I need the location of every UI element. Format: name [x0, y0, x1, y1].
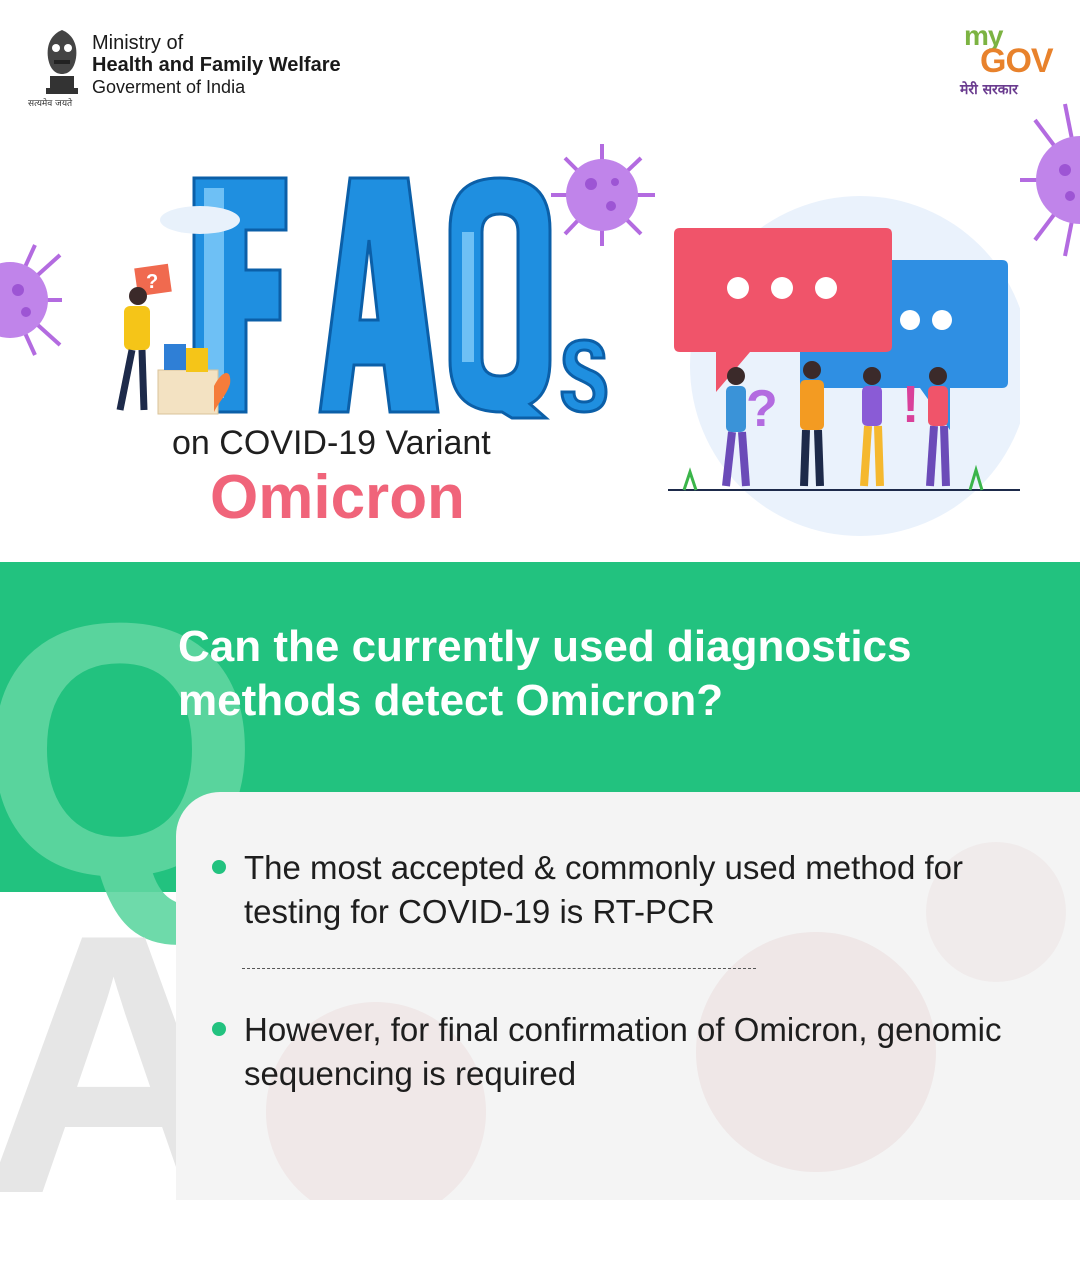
emblem-motto: सत्यमेव जयते	[28, 99, 73, 109]
variant-name: Omicron	[210, 463, 465, 532]
mygov-gov: GOV	[980, 42, 1054, 80]
svg-text:?: ?	[746, 380, 778, 438]
mygov-tagline: मेरी सरकार	[960, 82, 1018, 98]
answer-card: The most accepted & commonly used method…	[176, 792, 1080, 1200]
bullet-icon	[212, 860, 226, 874]
answer-item-2: However, for final confirmation of Omicr…	[212, 1008, 1032, 1096]
faq-subtitle: on COVID-19 Variant	[172, 424, 491, 462]
answer-item-1: The most accepted & commonly used method…	[212, 846, 1032, 934]
ministry-logo-text: Ministry of Health and Family Welfare Go…	[92, 32, 341, 98]
national-emblem-icon	[36, 26, 88, 106]
virus-icon	[1020, 103, 1080, 257]
answer-text-1: The most accepted & commonly used method…	[244, 849, 964, 930]
ministry-line-3: Goverment of India	[92, 77, 246, 97]
virus-icon	[551, 144, 655, 246]
bullet-icon	[212, 1022, 226, 1036]
virus-background-pattern	[266, 842, 1066, 1200]
svg-text:!: !	[902, 376, 919, 434]
mygov-logo: my GOV मेरी सरकार	[960, 20, 1060, 100]
chat-people-illustration: ? !	[650, 186, 1030, 546]
mygov-my: my	[964, 20, 1003, 51]
answer-text-2: However, for final confirmation of Omicr…	[244, 1011, 1002, 1092]
ministry-line-2: Health and Family Welfare	[92, 54, 341, 76]
dashed-divider	[242, 968, 756, 969]
person-with-box-illustration: ?	[116, 206, 240, 415]
svg-text:?: ?	[146, 271, 158, 293]
faq-title	[190, 160, 610, 420]
virus-icon	[0, 244, 62, 356]
ministry-line-1: Ministry of	[92, 32, 184, 54]
question-text: Can the currently used diagnostics metho…	[178, 622, 912, 725]
